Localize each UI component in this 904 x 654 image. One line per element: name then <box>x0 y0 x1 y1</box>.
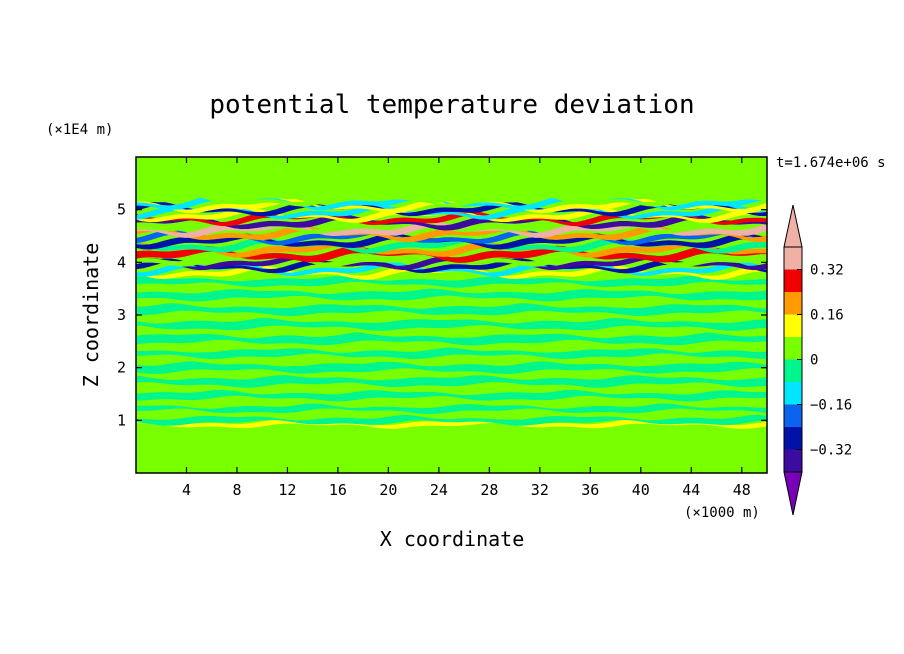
x-tick-label: 32 <box>531 481 549 499</box>
x-tick-label: 16 <box>329 481 347 499</box>
x-axis-unit: (×1000 m) <box>684 505 760 521</box>
y-tick-label: 5 <box>117 201 126 219</box>
contour-band <box>136 157 767 205</box>
plot-area <box>136 157 767 473</box>
x-tick-label: 20 <box>379 481 397 499</box>
y-tick-label: 1 <box>117 411 126 429</box>
y-tick-label: 4 <box>117 253 126 271</box>
y-axis-label: Z coordinate <box>79 243 103 388</box>
contour-band <box>136 287 767 302</box>
x-axis-label: X coordinate <box>380 527 525 551</box>
colorbar-bin <box>784 404 802 427</box>
colorbar-extend-max <box>783 204 803 248</box>
contour-band <box>136 204 767 220</box>
x-tick-label: 36 <box>581 481 599 499</box>
contour-band <box>136 331 767 346</box>
colorbar-bin <box>784 449 802 472</box>
chart-title: potential temperature deviation <box>209 90 694 120</box>
x-tick-label: 40 <box>632 481 650 499</box>
y-tick-label: 3 <box>117 306 126 324</box>
y-axis-unit: (×1E4 m) <box>46 122 113 138</box>
colorbar-bin <box>784 292 802 315</box>
colorbar-tick-label: 0.32 <box>810 263 844 279</box>
colorbar-tick-label: −0.32 <box>810 443 852 459</box>
y-axis: 1 2 3 4 5 <box>117 201 767 429</box>
contour-band <box>136 281 767 295</box>
colorbar-bin <box>784 382 802 405</box>
colorbar-bin <box>784 247 802 270</box>
colorbar-bin <box>784 269 802 292</box>
colorbar-bin <box>784 427 802 450</box>
colorbar: 0.32 0.16 0 −0.16 −0.32 <box>783 204 852 516</box>
colorbar-extend-min <box>783 471 803 516</box>
x-tick-label: 4 <box>182 481 191 499</box>
x-tick-label: 12 <box>278 481 296 499</box>
contour-band <box>136 195 767 211</box>
colorbar-bin <box>784 314 802 337</box>
x-tick-label: 28 <box>480 481 498 499</box>
x-tick-label: 8 <box>232 481 241 499</box>
colorbar-tick-label: −0.16 <box>810 398 852 414</box>
x-tick-label: 48 <box>733 481 751 499</box>
contour-band <box>136 414 767 426</box>
y-tick-label: 2 <box>117 359 126 377</box>
x-axis: 4 8 12 16 20 24 28 32 36 40 44 48 <box>182 157 751 499</box>
colorbar-tick-label: 0 <box>810 353 818 369</box>
colorbar-tick-label: 0.16 <box>810 308 844 324</box>
contour-band <box>136 309 767 324</box>
colorbar-bin <box>784 359 802 382</box>
colorbar-bin <box>784 337 802 360</box>
time-label: t=1.674e+06 s <box>776 155 886 171</box>
x-tick-label: 44 <box>682 481 700 499</box>
contour-band <box>136 422 767 473</box>
x-tick-label: 24 <box>430 481 448 499</box>
